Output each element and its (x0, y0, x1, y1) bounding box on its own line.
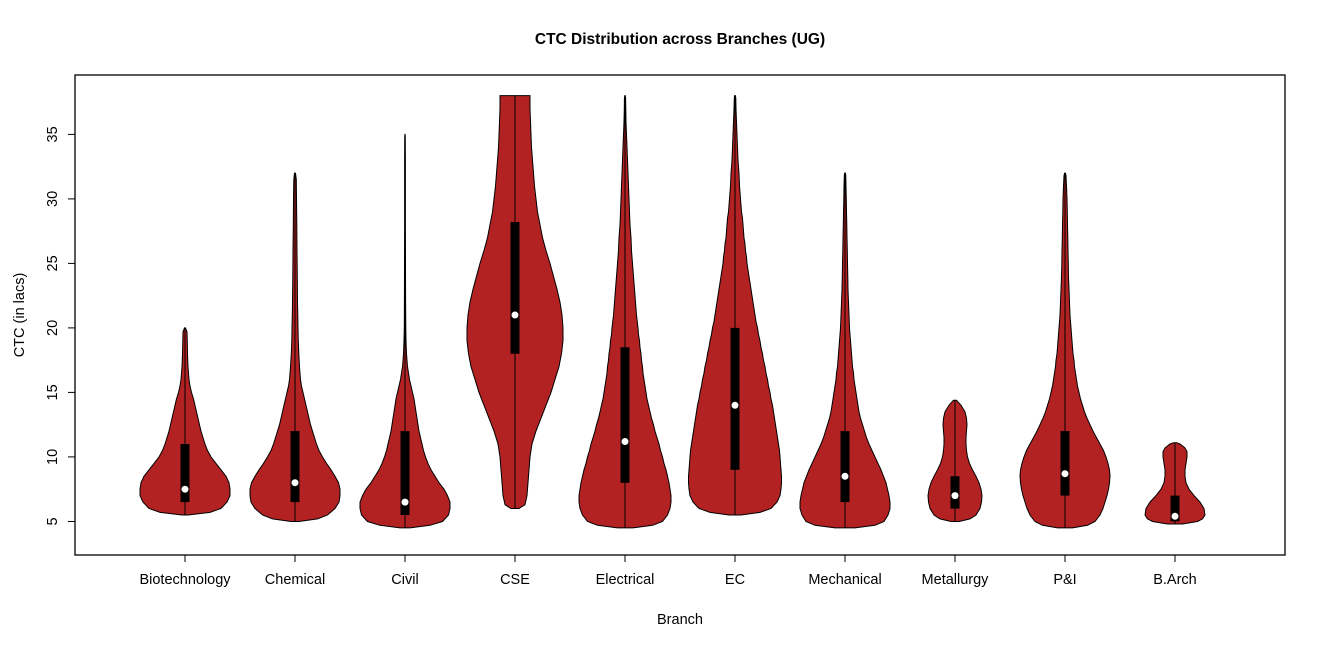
y-tick-label: 15 (45, 384, 61, 400)
iqr-box (730, 327, 740, 470)
x-tick-label: EC (725, 572, 745, 588)
y-axis-label: CTC (in lacs) (12, 273, 28, 358)
x-tick-label: Chemical (265, 572, 325, 588)
x-tick-label: Biotechnology (139, 572, 231, 588)
plot-layer: Biotechnology Chemical Civil CSE Electrical E… (45, 95, 1206, 588)
iqr-box (620, 347, 630, 483)
median-dot (291, 479, 299, 487)
median-dot (181, 485, 189, 493)
median-dot (401, 498, 409, 506)
iqr-box (400, 431, 410, 515)
x-tick-label: Mechanical (808, 572, 881, 588)
iqr-box (510, 222, 520, 354)
plot-border (74, 74, 1286, 556)
median-dot (621, 438, 629, 445)
iqr-box (840, 431, 850, 503)
x-tick-label: CSE (500, 572, 530, 588)
x-axis-label: Branch (657, 612, 703, 628)
median-dot (841, 472, 849, 480)
iqr-box (1060, 431, 1070, 496)
y-tick-label: 25 (45, 255, 61, 271)
median-dot (951, 492, 959, 500)
median-dot (1061, 470, 1069, 478)
median-dot (1171, 512, 1179, 520)
x-tick-label: B.Arch (1153, 572, 1197, 588)
x-tick-label: Electrical (596, 572, 655, 588)
y-tick-label: 20 (45, 320, 61, 336)
y-tick-label: 10 (45, 449, 61, 465)
x-tick-label: Metallurgy (922, 572, 990, 588)
median-dot (511, 311, 519, 319)
median-dot (731, 401, 739, 409)
x-tick-label: Civil (391, 572, 418, 588)
iqr-box (1170, 495, 1180, 522)
iqr-box (290, 431, 300, 503)
iqr-box (180, 444, 190, 503)
y-tick-label: 30 (45, 191, 61, 207)
y-tick-label: 35 (45, 126, 61, 142)
y-tick-label: 5 (45, 517, 61, 525)
chart-title: CTC Distribution across Branches (UG) (535, 31, 825, 48)
x-tick-label: P&I (1053, 572, 1076, 588)
